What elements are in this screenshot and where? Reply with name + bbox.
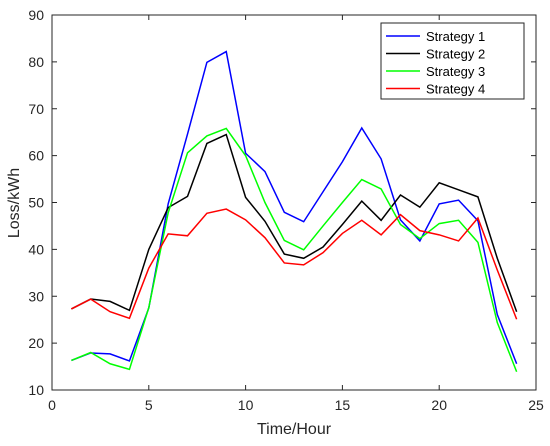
series-layer: [71, 50, 518, 372]
legend-label: Strategy 1: [426, 29, 485, 44]
series-line-strategy-2: [71, 133, 518, 312]
y-tick-label: 80: [28, 54, 44, 70]
y-tick-label: 70: [28, 101, 44, 117]
x-tick-label: 5: [145, 397, 153, 413]
x-axis-ticks: 0 5 10 15 20 25: [48, 15, 544, 413]
series-line-strategy-3: [71, 127, 518, 372]
y-tick-label: 20: [28, 335, 44, 351]
legend-label: Strategy 4: [426, 82, 485, 97]
y-tick-label: 10: [28, 382, 44, 398]
y-tick-label: 50: [28, 195, 44, 211]
x-tick-label: 0: [48, 397, 56, 413]
x-tick-label: 25: [528, 397, 544, 413]
y-tick-label: 30: [28, 288, 44, 304]
legend: Strategy 1 Strategy 2 Strategy 3 Strategy 4: [380, 22, 525, 100]
x-axis-label: Time/Hour: [257, 421, 332, 438]
x-tick-label: 15: [335, 397, 351, 413]
legend-label: Strategy 2: [426, 47, 485, 62]
series-line-strategy-4: [71, 208, 518, 320]
y-tick-label: 60: [28, 148, 44, 164]
y-axis-ticks: 10 20 30 40 50 60 70 80 90: [28, 7, 536, 398]
x-tick-label: 20: [431, 397, 447, 413]
y-tick-label: 40: [28, 241, 44, 257]
y-tick-label: 90: [28, 7, 44, 23]
x-tick-label: 10: [238, 397, 254, 413]
y-axis-label: Loss/kWh: [6, 168, 23, 238]
legend-label: Strategy 3: [426, 64, 485, 79]
